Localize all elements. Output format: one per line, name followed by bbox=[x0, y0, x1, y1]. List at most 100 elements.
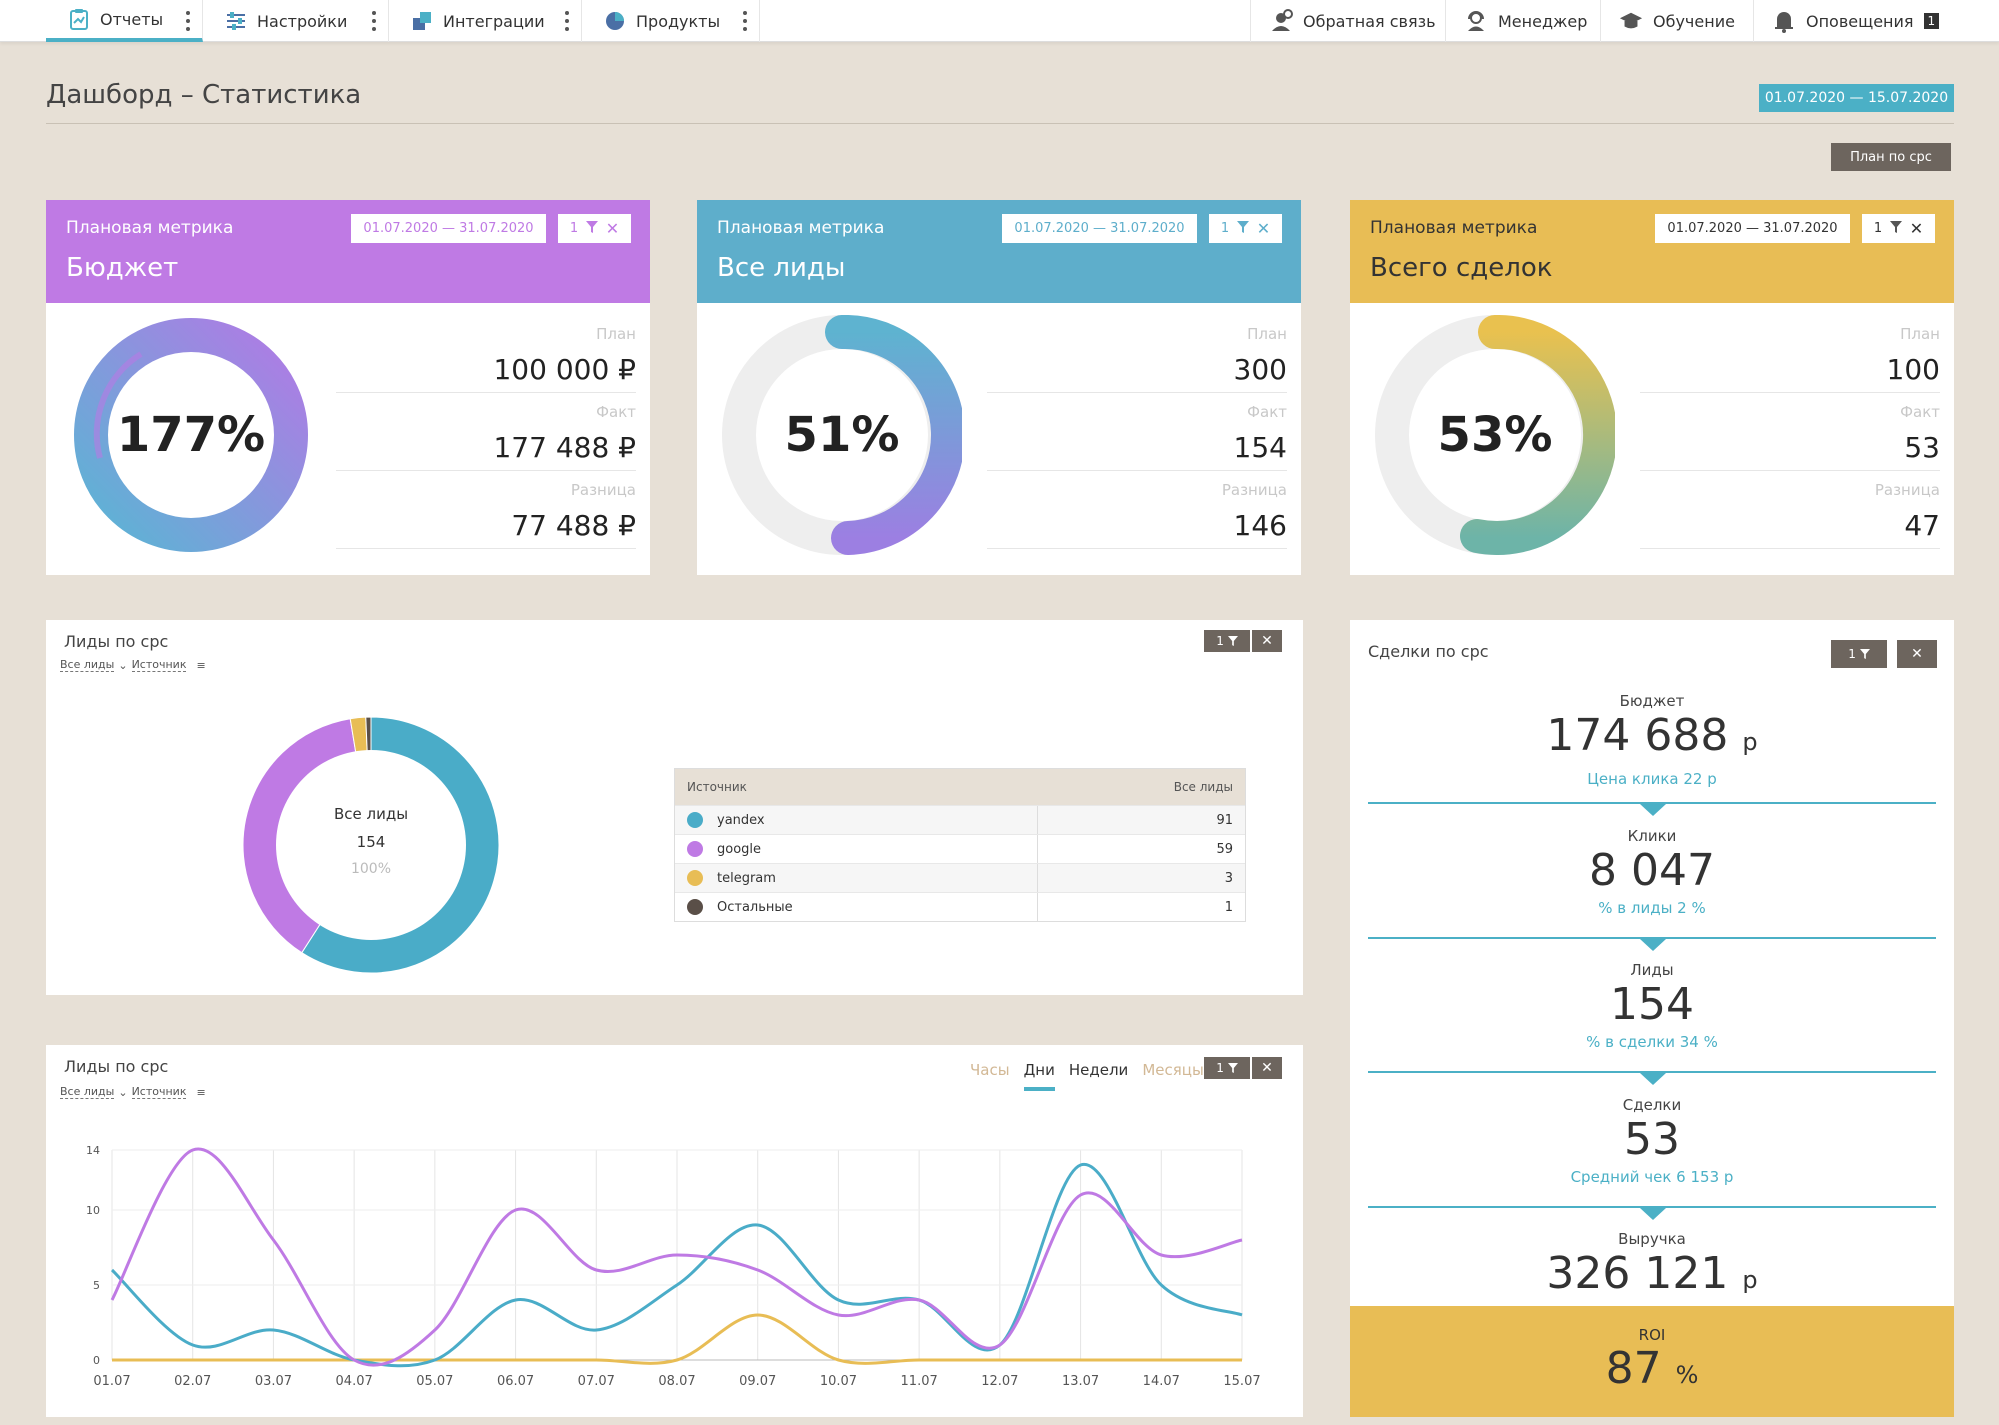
close-icon: ✕ bbox=[1261, 633, 1273, 649]
tab-reports[interactable]: Отчеты bbox=[46, 0, 203, 42]
feedback-link[interactable]: Обратная связь bbox=[1250, 0, 1445, 42]
list-icon[interactable]: ≡ bbox=[196, 658, 206, 672]
metric-date-range[interactable]: 01.07.2020 — 31.07.2020 bbox=[351, 214, 546, 243]
funnel-divider bbox=[1368, 1205, 1936, 1208]
table-row: Остальные 1 bbox=[675, 892, 1245, 921]
filter-button[interactable]: 1 bbox=[1204, 1057, 1250, 1079]
y-tick-label: 0 bbox=[93, 1354, 100, 1367]
notifications-count-badge: 1 bbox=[1923, 13, 1940, 29]
headset-user-icon bbox=[1464, 9, 1488, 33]
tab-weeks[interactable]: Недели bbox=[1068, 1061, 1129, 1079]
tab-products-more-icon[interactable] bbox=[743, 11, 747, 31]
x-tick-label: 08.07 bbox=[658, 1374, 695, 1389]
list-icon[interactable]: ≡ bbox=[196, 1085, 206, 1099]
all-leads-link[interactable]: Все лиды bbox=[60, 1085, 115, 1099]
close-icon[interactable]: ✕ bbox=[1256, 219, 1271, 238]
date-range-picker[interactable]: 01.07.2020 — 15.07.2020 bbox=[1759, 84, 1954, 112]
close-button[interactable]: ✕ bbox=[1897, 640, 1937, 668]
leads-donut-chart bbox=[242, 716, 500, 974]
source-link[interactable]: Источник bbox=[131, 658, 187, 672]
fact-value: 177 488 ₽ bbox=[493, 431, 636, 464]
notifications-link[interactable]: Оповещения 1 bbox=[1753, 0, 1953, 42]
series-color-dot bbox=[687, 841, 703, 857]
close-icon[interactable]: ✕ bbox=[1909, 219, 1924, 238]
period-tabs: Часы Дни Недели Месяцы bbox=[970, 1061, 1218, 1091]
roi-number: 87 bbox=[1605, 1343, 1662, 1394]
tab-reports-more-icon[interactable] bbox=[186, 11, 190, 31]
x-tick-label: 11.07 bbox=[901, 1374, 938, 1389]
top-navigation: Отчеты Настройки Интеграции Продукты Обр… bbox=[0, 0, 1999, 42]
feedback-label: Обратная связь bbox=[1303, 11, 1436, 31]
funnel-arrow-icon bbox=[1640, 1073, 1666, 1085]
diff-label: Разница bbox=[1874, 481, 1940, 499]
metric-card-header: Плановая метрика Всего сделок 01.07.2020… bbox=[1350, 200, 1954, 303]
tab-integrations[interactable]: Интеграции bbox=[389, 0, 582, 42]
metric-date-range[interactable]: 01.07.2020 — 31.07.2020 bbox=[1655, 214, 1850, 243]
close-icon: ✕ bbox=[1911, 646, 1923, 662]
puzzle-icon bbox=[411, 10, 433, 32]
metric-title: Всего сделок bbox=[1370, 253, 1553, 283]
metric-filter-chip: 1 ✕ bbox=[558, 214, 631, 243]
x-tick-label: 01.07 bbox=[93, 1374, 130, 1389]
roi-label: ROI bbox=[1638, 1326, 1666, 1344]
close-icon[interactable]: ✕ bbox=[605, 219, 620, 238]
filter-button[interactable]: 1 bbox=[1831, 640, 1887, 668]
tab-months[interactable]: Месяцы bbox=[1142, 1061, 1204, 1079]
filter-icon[interactable] bbox=[585, 220, 598, 237]
chevron-down-icon: ⌄ bbox=[118, 1085, 128, 1099]
funnel-arrow-icon bbox=[1640, 938, 1666, 951]
source-value: 3 bbox=[1224, 870, 1233, 886]
fact-label: Факт bbox=[1247, 403, 1287, 421]
col-source: Источник bbox=[687, 780, 747, 794]
funnel-divider bbox=[1368, 936, 1936, 939]
stage-value: 326 121 р bbox=[1350, 1248, 1954, 1306]
x-tick-label: 12.07 bbox=[981, 1374, 1018, 1389]
tab-settings-more-icon[interactable] bbox=[372, 11, 376, 31]
roi-value: 87 % bbox=[1350, 1344, 1954, 1400]
tab-hours[interactable]: Часы bbox=[970, 1061, 1010, 1079]
x-tick-label: 13.07 bbox=[1062, 1374, 1099, 1389]
metric-date-range[interactable]: 01.07.2020 — 31.07.2020 bbox=[1002, 214, 1197, 243]
stage-label: Бюджет bbox=[1619, 692, 1685, 710]
source-link[interactable]: Источник bbox=[131, 1085, 187, 1099]
tab-settings[interactable]: Настройки bbox=[203, 0, 389, 42]
funnel-divider bbox=[1368, 802, 1936, 804]
plan-cpc-button[interactable]: План по срс bbox=[1831, 143, 1951, 171]
close-button[interactable]: ✕ bbox=[1252, 1057, 1282, 1079]
metric-card-header: Плановая метрика Все лиды 01.07.2020 — 3… bbox=[697, 200, 1301, 303]
learning-link[interactable]: Обучение bbox=[1600, 0, 1753, 42]
metric-card-header: Плановая метрика Бюджет 01.07.2020 — 31.… bbox=[46, 200, 650, 303]
stage-note: Средний чек 6 153 р bbox=[1570, 1167, 1734, 1186]
filter-count: 1 bbox=[569, 221, 579, 236]
stage-value: 174 688 р bbox=[1350, 710, 1954, 768]
filter-icon[interactable] bbox=[1236, 220, 1249, 237]
close-button[interactable]: ✕ bbox=[1252, 630, 1282, 652]
series-color-dot bbox=[687, 899, 703, 915]
filter-button[interactable]: 1 bbox=[1204, 630, 1250, 652]
filter-count: 1 bbox=[1220, 221, 1230, 236]
donut-center: Все лиды 154 100% bbox=[301, 805, 441, 877]
stage-number: 326 121 bbox=[1546, 1248, 1729, 1299]
notifications-label: Оповещения bbox=[1806, 11, 1914, 31]
metric-card-budget: Плановая метрика Бюджет 01.07.2020 — 31.… bbox=[46, 200, 650, 575]
card-toolbar: 1 ✕ bbox=[1204, 1057, 1282, 1079]
tab-products[interactable]: Продукты bbox=[582, 0, 760, 42]
stage-number: 8 047 bbox=[1589, 844, 1715, 896]
metric-percent: 51% bbox=[784, 407, 900, 463]
all-leads-link[interactable]: Все лиды bbox=[60, 658, 115, 672]
filter-icon[interactable] bbox=[1889, 220, 1902, 237]
tab-products-label: Продукты bbox=[636, 11, 721, 31]
fact-label: Факт bbox=[1900, 403, 1940, 421]
metric-filter-chip: 1 ✕ bbox=[1862, 214, 1935, 243]
funnel-stage: Сделки 53 Средний чек 6 153 р bbox=[1350, 1096, 1954, 1186]
tab-reports-label: Отчеты bbox=[100, 9, 164, 29]
manager-link[interactable]: Менеджер bbox=[1445, 0, 1600, 42]
plan-value: 100 000 ₽ bbox=[493, 353, 636, 386]
source-table: Источник Все лиды yandex 91 google 59 telegr… bbox=[674, 768, 1246, 922]
tab-integrations-more-icon[interactable] bbox=[565, 11, 569, 31]
stage-label: Клики bbox=[1627, 826, 1677, 845]
tab-days[interactable]: Дни bbox=[1023, 1061, 1055, 1091]
bell-icon bbox=[1772, 9, 1796, 33]
funnel-stage: Выручка 326 121 р bbox=[1350, 1230, 1954, 1306]
stage-unit: р bbox=[1742, 1266, 1758, 1294]
